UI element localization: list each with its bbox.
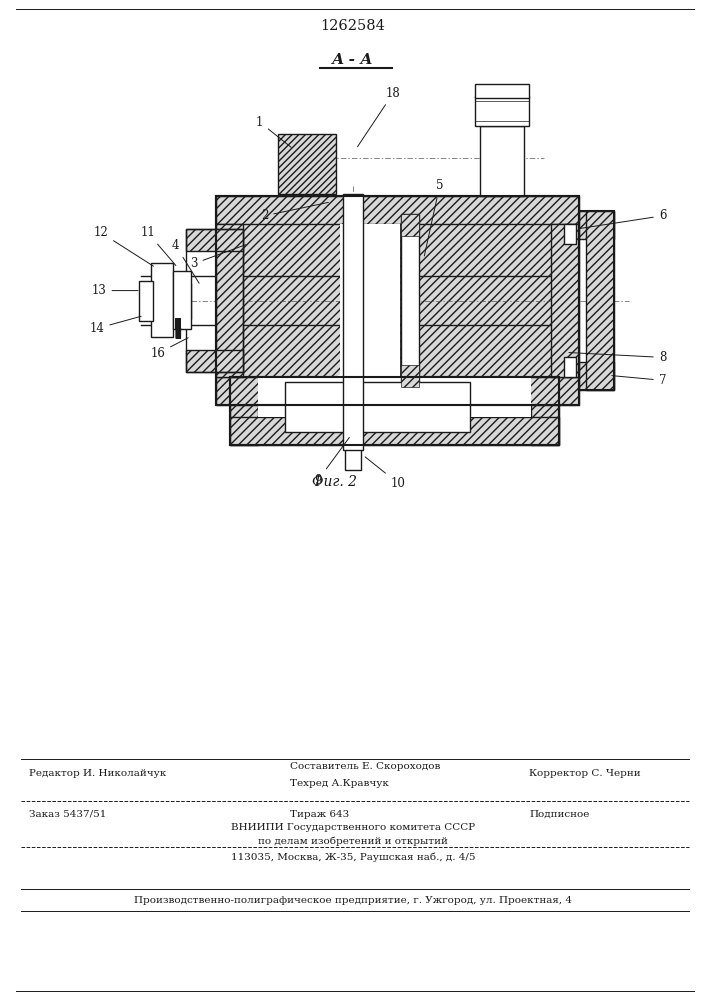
Bar (243, 224, 340, 377)
Bar (216, 377, 579, 405)
Text: 1262584: 1262584 (320, 19, 385, 33)
Bar (279, 134, 336, 194)
Bar (579, 362, 614, 390)
Text: 16: 16 (151, 338, 188, 360)
Bar (343, 194, 363, 450)
Bar (139, 281, 153, 320)
Bar (564, 357, 576, 377)
Bar (186, 350, 243, 372)
Bar (340, 224, 400, 377)
Bar (216, 196, 579, 405)
Bar (401, 365, 419, 387)
Bar (531, 377, 559, 445)
Bar (586, 211, 614, 390)
Text: Заказ 5437/51: Заказ 5437/51 (29, 810, 107, 819)
Text: Составитель Е. Скороходов: Составитель Е. Скороходов (291, 762, 440, 771)
Text: 4: 4 (172, 239, 199, 283)
Bar (230, 377, 559, 445)
Text: 8: 8 (569, 351, 666, 364)
Bar (216, 196, 579, 405)
Bar (173, 271, 191, 329)
Text: Фиг. 2: Фиг. 2 (312, 475, 357, 489)
Bar (474, 84, 530, 98)
Text: 9: 9 (315, 437, 349, 487)
Text: 6: 6 (581, 209, 666, 228)
Text: 1: 1 (256, 116, 291, 147)
Text: ВНИИПИ Государственного комитета СССР: ВНИИПИ Государственного комитета СССР (231, 823, 475, 832)
Bar (474, 101, 530, 121)
Text: Тираж 643: Тираж 643 (291, 810, 349, 819)
Text: по делам изобретений и открытий: по делам изобретений и открытий (258, 836, 448, 846)
Text: Производственно-полиграфическое предприятие, г. Ужгород, ул. Проектная, 4: Производственно-полиграфическое предприя… (134, 896, 572, 905)
Text: 5: 5 (424, 179, 443, 256)
Text: 14: 14 (90, 316, 141, 335)
Bar (564, 224, 576, 244)
Bar (474, 96, 530, 126)
Text: Техред А.Кравчук: Техред А.Кравчук (291, 779, 389, 788)
Bar (151, 263, 173, 337)
Bar (230, 417, 559, 445)
Text: 7: 7 (612, 374, 666, 387)
Text: А - А: А - А (332, 53, 374, 67)
Text: 10: 10 (365, 457, 405, 490)
Bar (186, 229, 243, 251)
Text: Редактор И. Николайчук: Редактор И. Николайчук (29, 769, 167, 778)
Text: Подписное: Подписное (530, 810, 590, 819)
Text: 2: 2 (261, 202, 328, 222)
Bar (338, 375, 368, 405)
Text: 12: 12 (93, 226, 153, 266)
Bar (400, 224, 551, 377)
Bar (579, 211, 614, 239)
Bar (579, 211, 614, 390)
Text: 113035, Москва, Ж-35, Раушская наб., д. 4/5: 113035, Москва, Ж-35, Раушская наб., д. … (230, 852, 475, 862)
Text: 18: 18 (358, 87, 401, 147)
Bar (186, 229, 243, 372)
Bar (258, 377, 531, 417)
Bar (230, 377, 258, 445)
Bar (345, 440, 361, 470)
Text: 13: 13 (92, 284, 138, 297)
Bar (551, 224, 579, 377)
Bar (479, 126, 525, 196)
Text: 11: 11 (141, 226, 176, 266)
Bar (216, 224, 243, 377)
Bar (401, 214, 419, 387)
Bar (285, 382, 469, 432)
Bar (216, 196, 579, 224)
Text: Корректор С. Черни: Корректор С. Черни (530, 769, 641, 778)
Bar (401, 214, 419, 236)
Bar (230, 377, 559, 445)
Text: 3: 3 (190, 245, 246, 270)
